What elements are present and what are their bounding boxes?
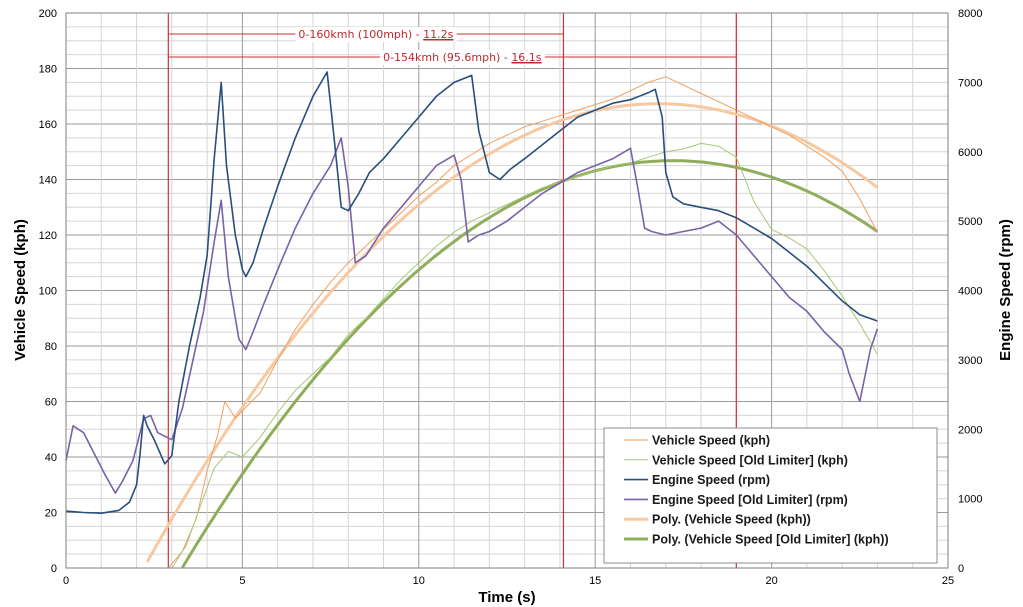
y-right-tick-label: 0 (958, 563, 964, 575)
series-line-1 (167, 76, 878, 569)
y-left-tick-label: 20 (45, 508, 57, 520)
plot-border (65, 12, 949, 569)
annotation-label: 0-154kmh (95.6mph) - (383, 51, 511, 64)
legend-item-2: Vehicle Speed [Old Limiter] (kph) (652, 453, 848, 467)
annotations: 0-160kmh (100mph) - 11.2s 0-154kmh (95.6m… (168, 27, 737, 65)
annotation-label-bg (380, 50, 545, 65)
y-left-tick-label: 160 (39, 119, 57, 131)
y-right-tick-label: 8000 (958, 8, 982, 20)
series-line-3 (65, 71, 878, 514)
y-left-tick-label: 60 (45, 397, 57, 409)
legend-item-1: Vehicle Speed (kph) (652, 434, 770, 448)
annotation-label: 0-160kmh (100mph) - (298, 28, 423, 41)
legend: Vehicle Speed (kph) Vehicle Speed [Old Li… (603, 427, 938, 564)
y-left-tick-label: 140 (39, 175, 57, 187)
y-left-tick-label: 200 (39, 8, 57, 20)
y-right-tick-label: 6000 (958, 147, 982, 159)
y-right-tick-label: 3000 (958, 355, 982, 367)
y-right-tick-label: 5000 (958, 216, 982, 228)
annotation-text: 0-160kmh (100mph) - 11.2s (298, 28, 453, 41)
y-left-tick-label: 80 (45, 341, 57, 353)
x-axis-title: Time (s) (478, 589, 535, 606)
series-line-5 (145, 102, 879, 563)
y-left-tick-label: 100 (39, 286, 57, 298)
legend-box (603, 427, 938, 564)
y-right-tick-label: 1000 (958, 494, 982, 506)
y-right-tick-label: 4000 (958, 286, 982, 298)
y-left-tick-label: 0 (51, 563, 57, 575)
y-left-tick-label: 120 (39, 230, 57, 242)
legend-item-5: Poly. (Vehicle Speed (kph)) (652, 513, 811, 527)
annotation-time: 11.2s (423, 28, 453, 41)
x-tick-label: 20 (765, 575, 777, 587)
x-tick-label: 5 (239, 575, 245, 587)
y-axis-left-title: Vehicle Speed (kph) (12, 219, 29, 361)
x-tick-label: 25 (942, 575, 954, 587)
annotation-label-bg (295, 27, 457, 42)
y-right-tick-label: 2000 (958, 424, 982, 436)
legend-item-3: Engine Speed (rpm) (652, 473, 770, 487)
legend-item-6: Poly. (Vehicle Speed [Old Limiter] (kph)… (652, 533, 889, 547)
y-right-tick-label: 7000 (958, 77, 982, 89)
annotation-time: 16.1s (511, 51, 541, 64)
legend-item-4: Engine Speed [Old Limiter] (rpm) (652, 493, 848, 507)
annotation-text: 0-154kmh (95.6mph) - 16.1s (383, 51, 542, 64)
y-axis-right-title: Engine Speed (rpm) (997, 219, 1014, 361)
x-tick-label: 0 (63, 575, 69, 587)
x-tick-label: 15 (589, 575, 601, 587)
x-tick-label: 10 (413, 575, 425, 587)
series-line-2 (171, 142, 878, 569)
series-line-6 (181, 159, 879, 569)
series-layer (65, 71, 879, 569)
y-left-tick-label: 180 (39, 64, 57, 76)
series-line-4 (65, 137, 879, 494)
y-left-tick-label: 40 (45, 452, 57, 464)
axes: 0 5 10 15 20 25020406080100120140160180200010… (39, 8, 983, 587)
